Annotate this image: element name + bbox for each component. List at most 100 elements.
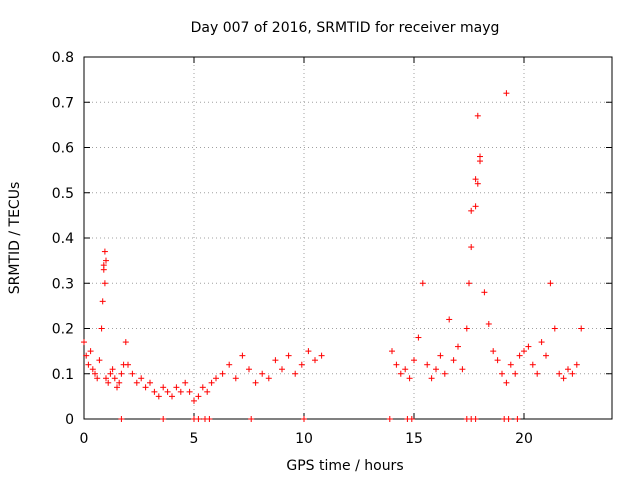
data-point <box>92 370 98 377</box>
data-point <box>490 348 497 355</box>
data-point <box>441 370 448 377</box>
data-point <box>246 366 252 373</box>
data-point <box>226 361 233 368</box>
data-point <box>466 280 472 287</box>
data-point <box>285 352 292 359</box>
data-point <box>516 352 523 359</box>
data-points <box>81 90 585 422</box>
data-point <box>494 357 501 364</box>
data-point <box>265 375 272 382</box>
data-point <box>437 352 444 359</box>
data-point <box>182 379 189 386</box>
y-tick-label: 0.2 <box>52 322 74 338</box>
x-tick-label: 20 <box>515 431 533 447</box>
data-point <box>521 348 527 355</box>
data-point <box>472 203 479 210</box>
data-point <box>419 280 426 287</box>
data-point <box>219 370 226 377</box>
baseline-point <box>514 416 521 422</box>
data-point <box>204 388 211 395</box>
y-tick-label: 0.6 <box>52 141 74 157</box>
data-point <box>116 379 123 386</box>
data-point <box>556 370 563 377</box>
data-point <box>133 379 140 386</box>
data-point <box>101 248 108 255</box>
data-point <box>529 361 536 368</box>
data-point <box>463 325 470 332</box>
data-point <box>103 257 109 264</box>
data-point <box>259 370 266 377</box>
data-point <box>507 361 514 368</box>
data-point <box>89 366 96 373</box>
data-point <box>96 357 103 364</box>
data-point <box>481 289 488 296</box>
data-point <box>450 357 457 364</box>
data-point <box>94 375 101 382</box>
data-point <box>199 384 206 391</box>
baseline-point <box>472 416 479 422</box>
data-point <box>111 375 118 382</box>
data-point <box>83 352 90 359</box>
data-point <box>428 375 435 382</box>
baseline-point <box>505 416 512 422</box>
data-point <box>565 366 571 373</box>
x-tick-label: 5 <box>190 431 199 447</box>
baseline-point <box>248 416 255 422</box>
chart-title: Day 007 of 2016, SRMTID for receiver may… <box>191 20 500 36</box>
data-point <box>195 393 202 400</box>
data-point <box>534 370 541 377</box>
data-point <box>446 316 453 323</box>
data-point <box>191 397 197 404</box>
baseline-point <box>408 416 415 422</box>
y-tick-label: 0.7 <box>52 95 74 111</box>
data-point <box>160 384 167 391</box>
data-point <box>573 361 580 368</box>
data-point <box>525 343 532 350</box>
data-point <box>499 370 505 377</box>
data-point <box>232 375 239 382</box>
data-point <box>578 325 585 332</box>
data-point <box>100 266 107 273</box>
baseline-point <box>118 416 125 422</box>
baseline-point <box>195 416 202 422</box>
data-point <box>402 366 409 373</box>
data-point <box>292 370 299 377</box>
data-point <box>538 339 545 346</box>
data-point <box>393 361 400 368</box>
data-point <box>129 370 136 377</box>
y-tick-label: 0.3 <box>52 276 74 292</box>
data-point <box>142 384 149 391</box>
data-point <box>424 361 431 368</box>
data-point <box>468 244 475 251</box>
x-axis-label: GPS time / hours <box>286 458 403 474</box>
data-point <box>122 339 129 346</box>
data-point <box>125 361 131 368</box>
y-tick-label: 0.8 <box>52 50 74 66</box>
data-point <box>208 379 215 386</box>
y-tick-label: 0.5 <box>52 186 74 202</box>
data-point <box>468 207 475 214</box>
data-point <box>101 280 108 287</box>
data-point <box>155 393 162 400</box>
data-point <box>107 370 114 377</box>
data-point <box>98 325 105 332</box>
data-point <box>298 361 305 368</box>
data-point <box>105 379 112 386</box>
data-point <box>99 298 106 305</box>
data-point <box>560 375 567 382</box>
data-point <box>305 348 312 355</box>
data-point <box>279 366 285 373</box>
data-point <box>103 375 109 382</box>
data-point <box>213 375 219 382</box>
data-point <box>543 352 549 359</box>
data-point <box>147 379 153 386</box>
data-point <box>512 370 519 377</box>
data-point <box>81 339 87 346</box>
data-point <box>114 384 120 391</box>
data-point <box>433 366 439 373</box>
data-point <box>164 388 171 395</box>
data-point <box>411 357 417 364</box>
data-point <box>173 384 180 391</box>
data-point <box>503 90 510 97</box>
